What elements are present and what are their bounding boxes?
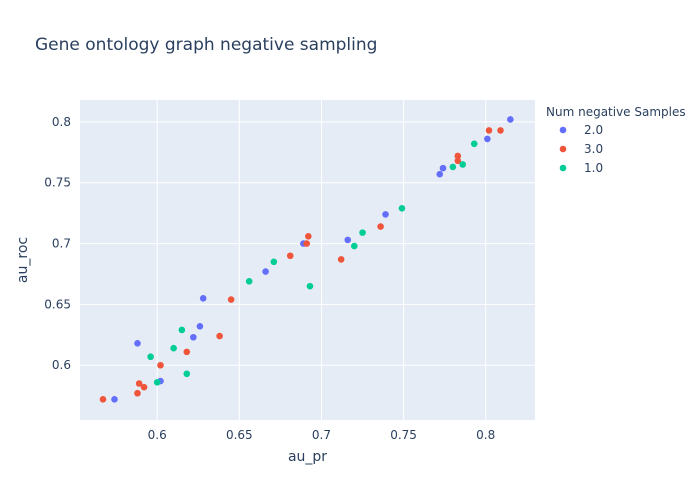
y-tick-label: 0.8	[52, 115, 71, 129]
data-point[interactable]	[305, 232, 312, 240]
y-tick-label: 0.75	[44, 176, 71, 190]
data-point[interactable]	[216, 332, 223, 340]
data-point[interactable]	[147, 353, 154, 361]
data-point[interactable]	[459, 161, 467, 168]
plot-area	[80, 100, 535, 420]
data-point[interactable]	[485, 127, 493, 134]
legend: Num negative Samples 2.0 3.0 1.0	[546, 105, 686, 175]
data-point[interactable]	[157, 361, 164, 369]
data-point[interactable]	[497, 127, 504, 134]
x-axis-ticks: 0.6 0.65 0.7 0.75 0.8	[148, 428, 496, 442]
legend-item[interactable]: 1.0	[559, 161, 603, 175]
x-tick-label: 0.75	[390, 428, 417, 442]
data-point[interactable]	[99, 396, 107, 403]
data-point[interactable]	[439, 164, 447, 172]
y-axis-ticks: 0.6 0.65 0.7 0.75 0.8	[44, 115, 71, 372]
data-point[interactable]	[262, 268, 269, 275]
data-point[interactable]	[134, 340, 141, 347]
data-point[interactable]	[153, 378, 161, 386]
data-point[interactable]	[382, 211, 389, 218]
legend-title: Num negative Samples	[546, 105, 686, 119]
legend-marker	[559, 164, 567, 172]
data-point[interactable]	[470, 140, 478, 148]
data-point[interactable]	[398, 204, 406, 212]
x-tick-label: 0.7	[312, 428, 331, 442]
data-point[interactable]	[170, 344, 177, 352]
data-point[interactable]	[359, 229, 366, 236]
data-point[interactable]	[135, 380, 143, 387]
data-point[interactable]	[303, 240, 310, 247]
legend-item[interactable]: 2.0	[559, 123, 603, 137]
data-point[interactable]	[140, 383, 148, 391]
data-point[interactable]	[449, 163, 457, 171]
data-point[interactable]	[190, 333, 197, 341]
data-point[interactable]	[484, 135, 491, 143]
grid	[80, 100, 535, 420]
data-point[interactable]	[183, 348, 191, 356]
data-point[interactable]	[306, 282, 314, 290]
data-point[interactable]	[227, 296, 235, 303]
legend-marker	[559, 145, 567, 153]
data-point[interactable]	[351, 242, 358, 250]
data-point[interactable]	[245, 277, 253, 285]
series-2	[147, 140, 478, 386]
data-point[interactable]	[344, 236, 352, 244]
data-point[interactable]	[337, 256, 345, 263]
series-1	[99, 127, 504, 403]
x-tick-label: 0.6	[148, 428, 167, 442]
data-point[interactable]	[454, 157, 462, 165]
data-point[interactable]	[286, 252, 294, 260]
data-point[interactable]	[134, 389, 141, 397]
y-tick-label: 0.6	[52, 358, 71, 372]
x-tick-label: 0.65	[226, 428, 253, 442]
y-axis-title: au_roc	[15, 237, 31, 283]
data-point[interactable]	[183, 370, 191, 378]
data-point[interactable]	[199, 295, 207, 302]
y-tick-label: 0.7	[52, 237, 71, 251]
series-0	[111, 116, 514, 403]
data-point[interactable]	[436, 170, 444, 178]
data-point[interactable]	[270, 258, 278, 266]
x-axis-title: au_pr	[288, 449, 327, 465]
data-point[interactable]	[507, 116, 514, 123]
legend-label: 2.0	[584, 123, 603, 137]
data-point[interactable]	[377, 223, 384, 230]
data-point[interactable]	[178, 326, 186, 334]
y-tick-label: 0.65	[44, 297, 71, 311]
data-points	[99, 116, 514, 403]
legend-marker	[559, 126, 567, 134]
legend-item[interactable]: 3.0	[559, 142, 603, 156]
legend-label: 3.0	[584, 142, 603, 156]
data-point[interactable]	[196, 323, 204, 330]
data-point[interactable]	[111, 396, 118, 403]
x-tick-label: 0.8	[476, 428, 495, 442]
legend-label: 1.0	[584, 161, 603, 175]
chart-title: Gene ontology graph negative sampling	[35, 35, 377, 55]
data-point[interactable]	[454, 152, 462, 160]
